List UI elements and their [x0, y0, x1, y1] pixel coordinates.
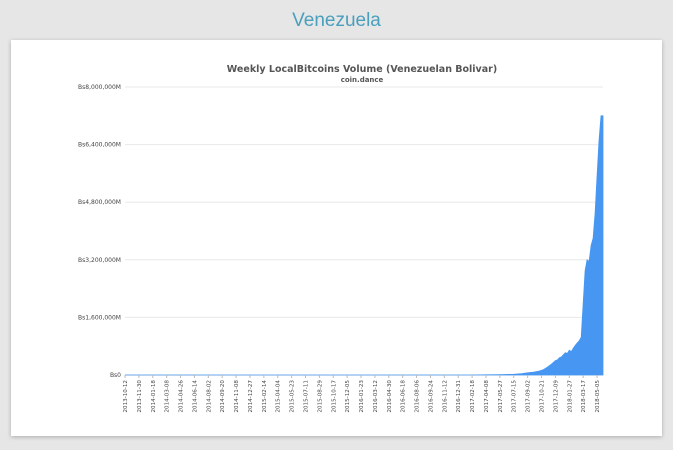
x-tick-label: 2018-01-27	[567, 380, 573, 413]
x-tick-label: 2015-10-17	[331, 380, 337, 413]
chart-subtitle: coin.dance	[341, 76, 384, 84]
chart-card: Weekly LocalBitcoins Volume (Venezuelan …	[11, 40, 662, 436]
x-tick-label: 2017-10-21	[540, 380, 546, 413]
x-tick-label: 2017-04-08	[484, 380, 490, 413]
volume-area	[125, 115, 604, 376]
x-tick-label: 2014-03-08	[165, 380, 171, 413]
x-tick-label: 2015-05-23	[290, 380, 296, 413]
chart: Weekly LocalBitcoins Volume (Venezuelan …	[78, 64, 604, 413]
y-tick-label: Bs0	[110, 372, 121, 379]
chart-title: Weekly LocalBitcoins Volume (Venezuelan …	[227, 64, 497, 75]
x-tick-label: 2015-12-05	[345, 380, 351, 413]
x-tick-label: 2014-08-02	[206, 380, 212, 413]
y-tick-label: Bs4,800,000M	[78, 199, 121, 206]
x-tick-label: 2014-12-27	[248, 380, 254, 413]
x-tick-label: 2015-04-04	[276, 380, 282, 413]
x-tick-label: 2014-11-08	[234, 380, 240, 413]
x-tick-label: 2016-01-23	[359, 380, 365, 413]
x-tick-label: 2016-11-12	[442, 380, 448, 413]
x-tick-label: 2014-01-18	[151, 380, 157, 413]
x-tick-label: 2017-07-15	[512, 380, 518, 413]
x-tick-label: 2016-09-24	[428, 380, 434, 413]
x-tick-label: 2015-08-29	[317, 380, 323, 413]
x-tick-label: 2016-06-18	[401, 380, 407, 413]
y-tick-label: Bs6,400,000M	[78, 142, 121, 149]
x-tick-label: 2018-03-17	[581, 380, 587, 413]
x-tick-label: 2016-08-06	[415, 380, 421, 413]
x-tick-label: 2013-11-30	[137, 380, 143, 413]
x-tick-label: 2016-03-12	[373, 380, 379, 413]
x-tick-label: 2013-10-12	[123, 380, 129, 413]
x-tick-label: 2016-04-30	[387, 380, 393, 413]
y-tick-label: Bs3,200,000M	[78, 257, 121, 264]
x-tick-label: 2014-06-14	[192, 380, 198, 413]
x-tick-label: 2017-02-18	[470, 380, 476, 413]
x-tick-label: 2018-05-05	[595, 380, 601, 413]
x-tick-label: 2015-07-11	[304, 380, 310, 413]
x-tick-label: 2014-09-20	[220, 380, 226, 413]
x-tick-label: 2014-04-26	[179, 380, 185, 413]
x-tick-label: 2017-05-27	[498, 380, 504, 413]
x-tick-label: 2015-02-14	[262, 380, 268, 413]
page-title: Venezuela	[292, 10, 381, 31]
x-tick-label: 2016-12-31	[456, 380, 462, 413]
y-tick-label: Bs8,000,000M	[78, 84, 121, 91]
y-tick-label: Bs1,600,000M	[78, 314, 121, 321]
x-tick-label: 2017-09-02	[526, 380, 532, 413]
x-tick-label: 2017-12-09	[553, 380, 559, 413]
